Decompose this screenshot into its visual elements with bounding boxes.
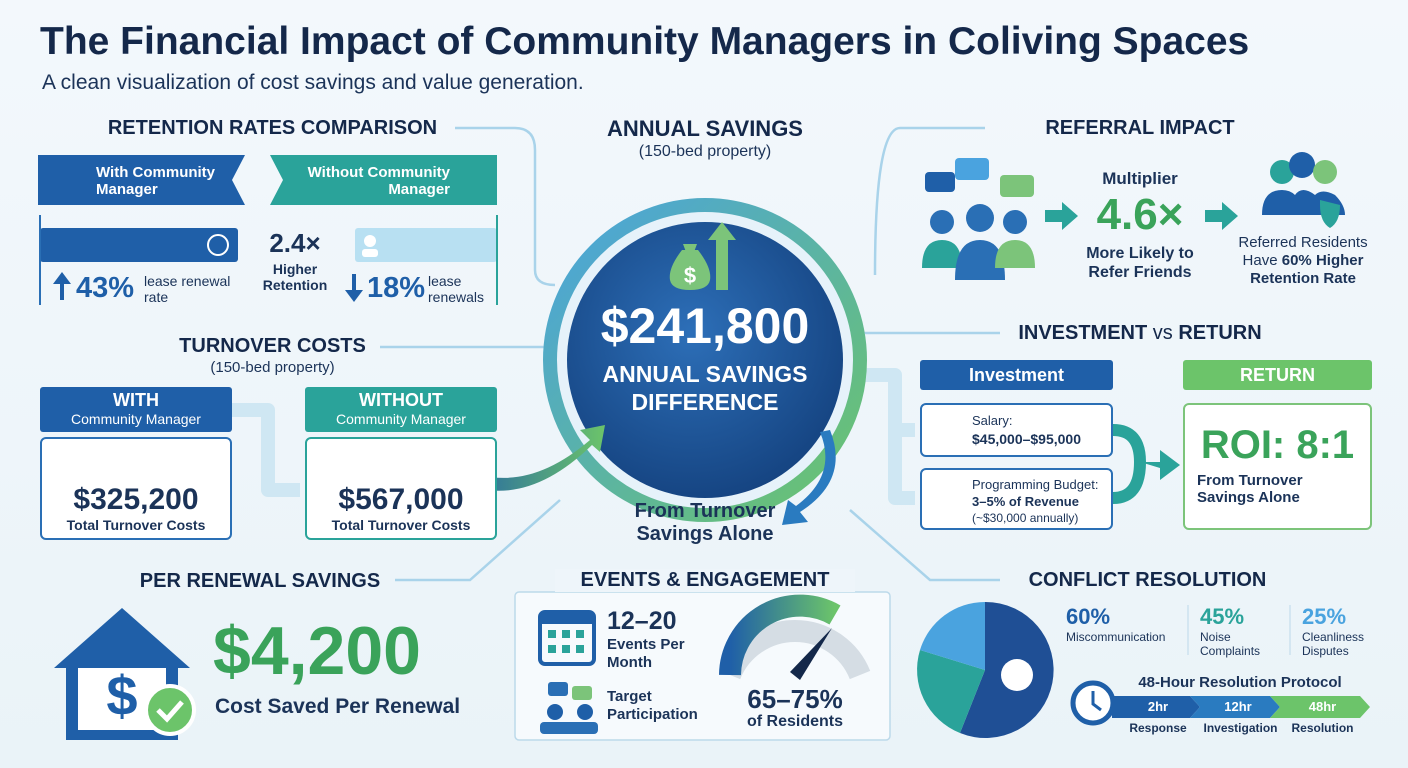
title-part: RETURN <box>1178 322 1262 344</box>
protocol-title: 48-Hour Resolution Protocol <box>1138 674 1342 691</box>
section-title: TURNOVER COSTS <box>179 335 366 357</box>
section-title: RETENTION RATES COMPARISON <box>107 117 438 139</box>
title-part: vs <box>1152 322 1173 344</box>
savings-amount: $241,800 <box>600 298 810 354</box>
section-subtitle: (150-bed property) <box>210 359 335 376</box>
cost-card: $567,000 Total Turnover Costs <box>305 437 497 540</box>
svg-text:$: $ <box>684 263 696 288</box>
value: $45,000–$95,000 <box>972 431 1081 447</box>
step-label: Resolution <box>1291 721 1354 735</box>
multiplier-caption: Higher Retention <box>262 261 328 293</box>
cause: 25% Cleanliness Disputes <box>1302 604 1382 658</box>
cause-label: Miscommunication <box>1066 630 1166 644</box>
note-bold: 60% Higher Retention Rate <box>1250 252 1364 287</box>
section-title: PER RENEWAL SAVINGS <box>139 570 381 592</box>
roi-caption: From Turnover Savings Alone <box>1197 472 1303 506</box>
section-title: CONFLICT RESOLUTION <box>1028 569 1267 591</box>
investment-card: Salary: $45,000–$95,000 <box>920 403 1113 457</box>
cost-caption: Total Turnover Costs <box>331 517 471 533</box>
column-header: Investment <box>920 360 1113 390</box>
cost-caption: Total Turnover Costs <box>66 517 206 533</box>
rate-caption: lease renewals <box>428 273 485 305</box>
target-label: Target Participation <box>607 688 698 723</box>
step-time: 48hr <box>1308 699 1337 714</box>
cause-value: 25% <box>1302 604 1347 629</box>
cause-value: 45% <box>1200 604 1245 629</box>
section-title: ANNUAL SAVINGS <box>607 116 803 141</box>
cause: 45% Noise Complaints <box>1200 604 1280 658</box>
subheading: Community Manager <box>336 411 466 427</box>
participation-caption: of Residents <box>746 713 843 730</box>
title-part: INVESTMENT <box>1018 322 1148 344</box>
roi: ROI: 8:1 <box>1200 423 1355 467</box>
header-box: WITHOUT Community Manager <box>305 387 497 432</box>
banner-label: Without Community Manager <box>307 164 450 198</box>
section-subtitle: (150-bed property) <box>638 143 772 160</box>
cost: $567,000 <box>338 483 464 516</box>
note-text: Referred Residents Have <box>1238 234 1368 269</box>
cause-label: Cleanliness Disputes <box>1302 630 1365 658</box>
heading: WITHOUT <box>359 390 443 410</box>
rate-caption: lease renewal rate <box>144 273 231 305</box>
savings-note: From Turnover Savings Alone <box>634 500 776 545</box>
cause-value: 60% <box>1066 604 1111 629</box>
value: 3–5% of Revenue <box>972 494 1079 509</box>
heading: WITH <box>113 390 159 410</box>
multiplier: 4.6× <box>1096 190 1184 239</box>
step-time: 2hr <box>1147 699 1169 714</box>
label: Salary: <box>972 413 1013 428</box>
rate: 18% <box>367 272 426 304</box>
subheading: Community Manager <box>71 411 201 427</box>
participation: 65–75% <box>747 684 843 714</box>
caption: More Likely to Refer Friends <box>1086 245 1194 281</box>
step-label: Response <box>1129 721 1187 735</box>
section-title: REFERRAL IMPACT <box>1045 117 1235 139</box>
title: The Financial Impact of Community Manage… <box>40 20 1250 63</box>
renewal-caption: Cost Saved Per Renewal <box>215 695 461 718</box>
svg-text:$: $ <box>106 664 137 727</box>
header-box: WITH Community Manager <box>40 387 232 432</box>
cost-card: $325,200 Total Turnover Costs <box>40 437 232 540</box>
step-time: 12hr <box>1224 699 1252 714</box>
rate: 43% <box>76 272 135 304</box>
note: (~$30,000 annually) <box>972 511 1079 525</box>
frequency-caption: Events Per Month <box>607 636 685 671</box>
note: Referred Residents Have 60% Higher Reten… <box>1228 234 1378 288</box>
label: Programming Budget: <box>972 477 1099 492</box>
subtitle: A clean visualization of cost savings an… <box>42 71 584 94</box>
section-title: EVENTS & ENGAGEMENT <box>555 569 855 592</box>
banner-label: With Community Manager <box>96 164 216 198</box>
cost: $325,200 <box>73 483 199 516</box>
savings-caption: ANNUAL SAVINGS DIFFERENCE <box>602 361 808 415</box>
section-title: INVESTMENT vs RETURN <box>990 322 1290 345</box>
column-header: RETURN <box>1183 360 1372 390</box>
label: Multiplier <box>1102 169 1178 188</box>
multiplier: 2.4× <box>269 228 321 258</box>
roi-card: ROI: 8:1 From Turnover Savings Alone <box>1183 403 1372 530</box>
renewal-amount: $4,200 <box>213 613 421 689</box>
step-label: Investigation <box>1203 721 1278 735</box>
frequency: 12–20 <box>607 607 677 635</box>
cause-label: Noise Complaints <box>1200 630 1261 658</box>
investment-card: Programming Budget: 3–5% of Revenue (~$3… <box>920 468 1113 530</box>
cause: 60% Miscommunication <box>1066 604 1186 644</box>
